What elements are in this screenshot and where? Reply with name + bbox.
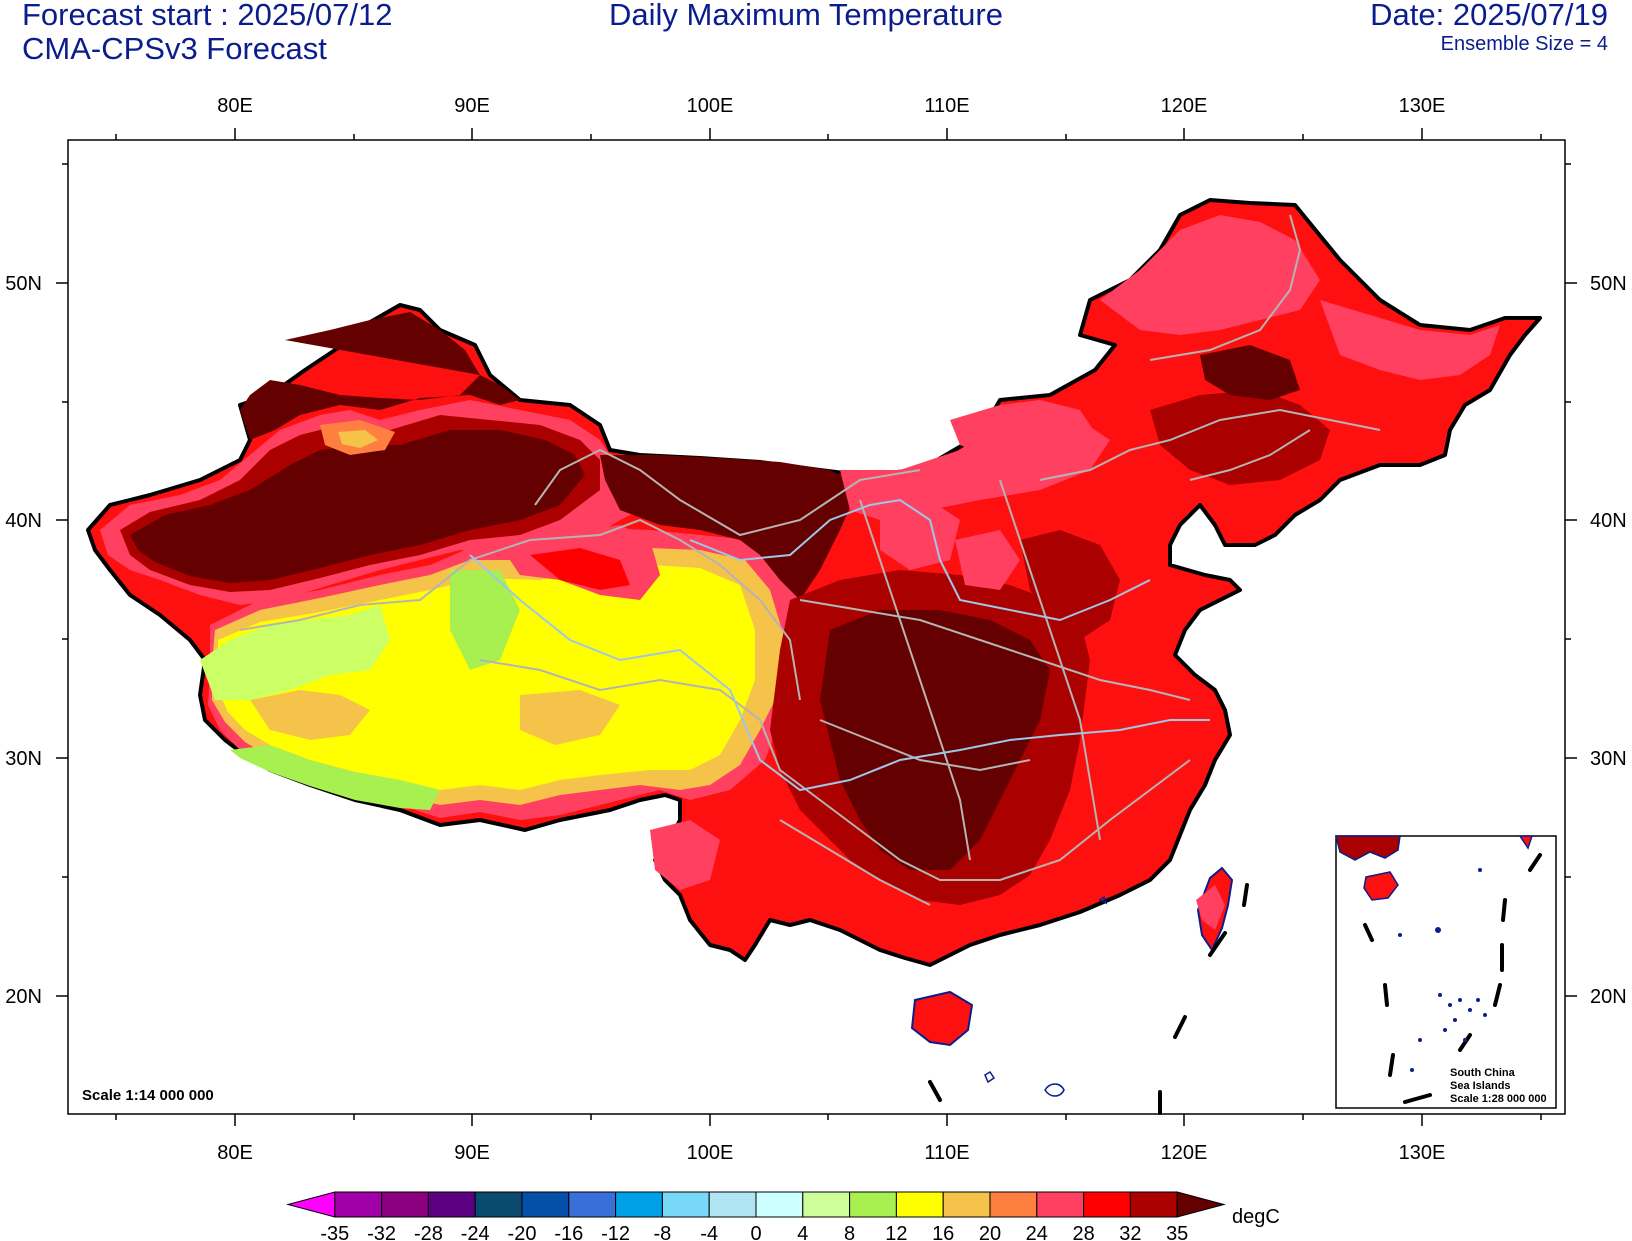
lat-label-left-40: 40N <box>5 510 42 532</box>
colorbar-swatch <box>1129 1191 1178 1218</box>
colorbar-tick-label: 24 <box>1026 1223 1048 1241</box>
lon-label-top-80: 80E <box>217 95 253 117</box>
lon-label-bottom-130: 130E <box>1399 1142 1446 1164</box>
colorbar-tick-label: -24 <box>461 1223 490 1241</box>
colorbar-tick-label: 8 <box>844 1223 855 1241</box>
colorbar-swatch <box>989 1191 1038 1218</box>
lon-label-top-130: 130E <box>1399 95 1446 117</box>
nine-dash-line <box>928 883 1249 1115</box>
forecast-start-label: Forecast start : 2025/07/12 <box>22 0 393 32</box>
colorbar-tick-label: 32 <box>1119 1223 1141 1241</box>
bottom-longitude-labels: 80E 90E 100E 110E 120E 130E <box>217 1142 1445 1164</box>
colorbar <box>286 1191 1226 1218</box>
colorbar-tick-label: -32 <box>367 1223 396 1241</box>
inset-label-line2: Sea Islands <box>1450 1080 1511 1092</box>
model-name-label: CMA-CPSv3 Forecast <box>22 31 327 66</box>
offshore-islands <box>984 895 1108 1097</box>
lat-label-left-30: 30N <box>5 748 42 770</box>
lat-label-left-50: 50N <box>5 273 42 295</box>
colorbar-swatch <box>521 1191 570 1218</box>
colorbar-swatch <box>381 1191 429 1218</box>
colorbar-swatch <box>1036 1191 1085 1218</box>
colorbar-tick-label: -12 <box>601 1223 630 1241</box>
colorbar-tick-label: -16 <box>554 1223 583 1241</box>
lon-label-top-100: 100E <box>687 95 734 117</box>
lon-label-bottom-80: 80E <box>217 1142 253 1164</box>
colorbar-unit-label: degC <box>1232 1206 1280 1228</box>
ensemble-size-label: Ensemble Size = 4 <box>1440 33 1608 55</box>
colorbar-swatch <box>615 1191 663 1218</box>
province-boundaries <box>239 214 1381 906</box>
inset-label-line1: South China <box>1450 1067 1516 1079</box>
colorbar-swatch <box>755 1191 804 1218</box>
colorbar-tick-label: 28 <box>1072 1223 1094 1241</box>
map-title: Daily Maximum Temperature <box>609 0 1003 32</box>
colorbar-tick-label: -28 <box>414 1223 443 1241</box>
colorbar-tick-label: 16 <box>932 1223 954 1241</box>
colorbar-swatch <box>334 1191 383 1218</box>
lat-label-right-30: 30N <box>1590 748 1627 770</box>
colorbar-tick-label: -8 <box>654 1223 672 1241</box>
major-rivers <box>469 498 1210 792</box>
lon-label-bottom-90: 90E <box>454 1142 490 1164</box>
lon-label-top-90: 90E <box>454 95 490 117</box>
colorbar-swatch <box>802 1191 851 1218</box>
colorbar-tick-label: -20 <box>508 1223 537 1241</box>
south-china-sea-inset: South China Sea Islands Scale 1:28 000 0… <box>1335 835 1557 1109</box>
china-landmass <box>86 198 1542 1047</box>
lat-label-right-50: 50N <box>1590 273 1627 295</box>
map-scale-label: Scale 1:14 000 000 <box>82 1087 214 1104</box>
colorbar-swatch <box>568 1191 617 1218</box>
frame-ticks <box>56 128 1577 1126</box>
left-latitude-labels: 50N 40N 30N 20N <box>5 273 42 1008</box>
colorbar-swatch <box>427 1191 476 1218</box>
colorbar-tick-label: 4 <box>797 1223 808 1241</box>
colorbar-tick-label: 0 <box>750 1223 761 1241</box>
colorbar-swatch <box>849 1191 897 1218</box>
colorbar-swatch <box>661 1191 710 1218</box>
colorbar-swatch <box>474 1191 523 1218</box>
colorbar-tick-label: 20 <box>979 1223 1001 1241</box>
lon-label-top-110: 110E <box>924 95 969 117</box>
colorbar-tick-label: 12 <box>885 1223 907 1241</box>
colorbar-swatch <box>1083 1191 1131 1218</box>
colorbar-tick-labels: -35 -32 -28 -24 -20 -16 -12 -8 -4 0 4 8 12 16 20 24 28 32… <box>320 1223 1188 1241</box>
lat-label-right-40: 40N <box>1590 510 1627 532</box>
colorbar-swatch <box>942 1191 991 1218</box>
lon-label-bottom-120: 120E <box>1161 1142 1208 1164</box>
colorbar-tick-label: 35 <box>1166 1223 1188 1241</box>
lon-label-bottom-100: 100E <box>687 1142 734 1164</box>
colorbar-arrow-high <box>1176 1191 1226 1218</box>
colorbar-arrow-low <box>286 1191 336 1218</box>
valid-date-label: Date: 2025/07/19 <box>1370 0 1608 32</box>
colorbar-swatch <box>895 1191 944 1218</box>
top-longitude-labels: 80E 90E 100E 110E 120E 130E <box>217 95 1445 117</box>
lat-label-left-20: 20N <box>5 986 42 1008</box>
right-latitude-labels: 50N 40N 30N 20N <box>1590 273 1627 1008</box>
lon-label-bottom-110: 110E <box>924 1142 969 1164</box>
lon-label-top-120: 120E <box>1161 95 1208 117</box>
lat-label-right-20: 20N <box>1590 986 1627 1008</box>
colorbar-swatch <box>708 1191 757 1218</box>
inset-scale-label: Scale 1:28 000 000 <box>1450 1093 1547 1105</box>
colorbar-tick-label: -35 <box>320 1223 349 1241</box>
colorbar-tick-label: -4 <box>700 1223 718 1241</box>
